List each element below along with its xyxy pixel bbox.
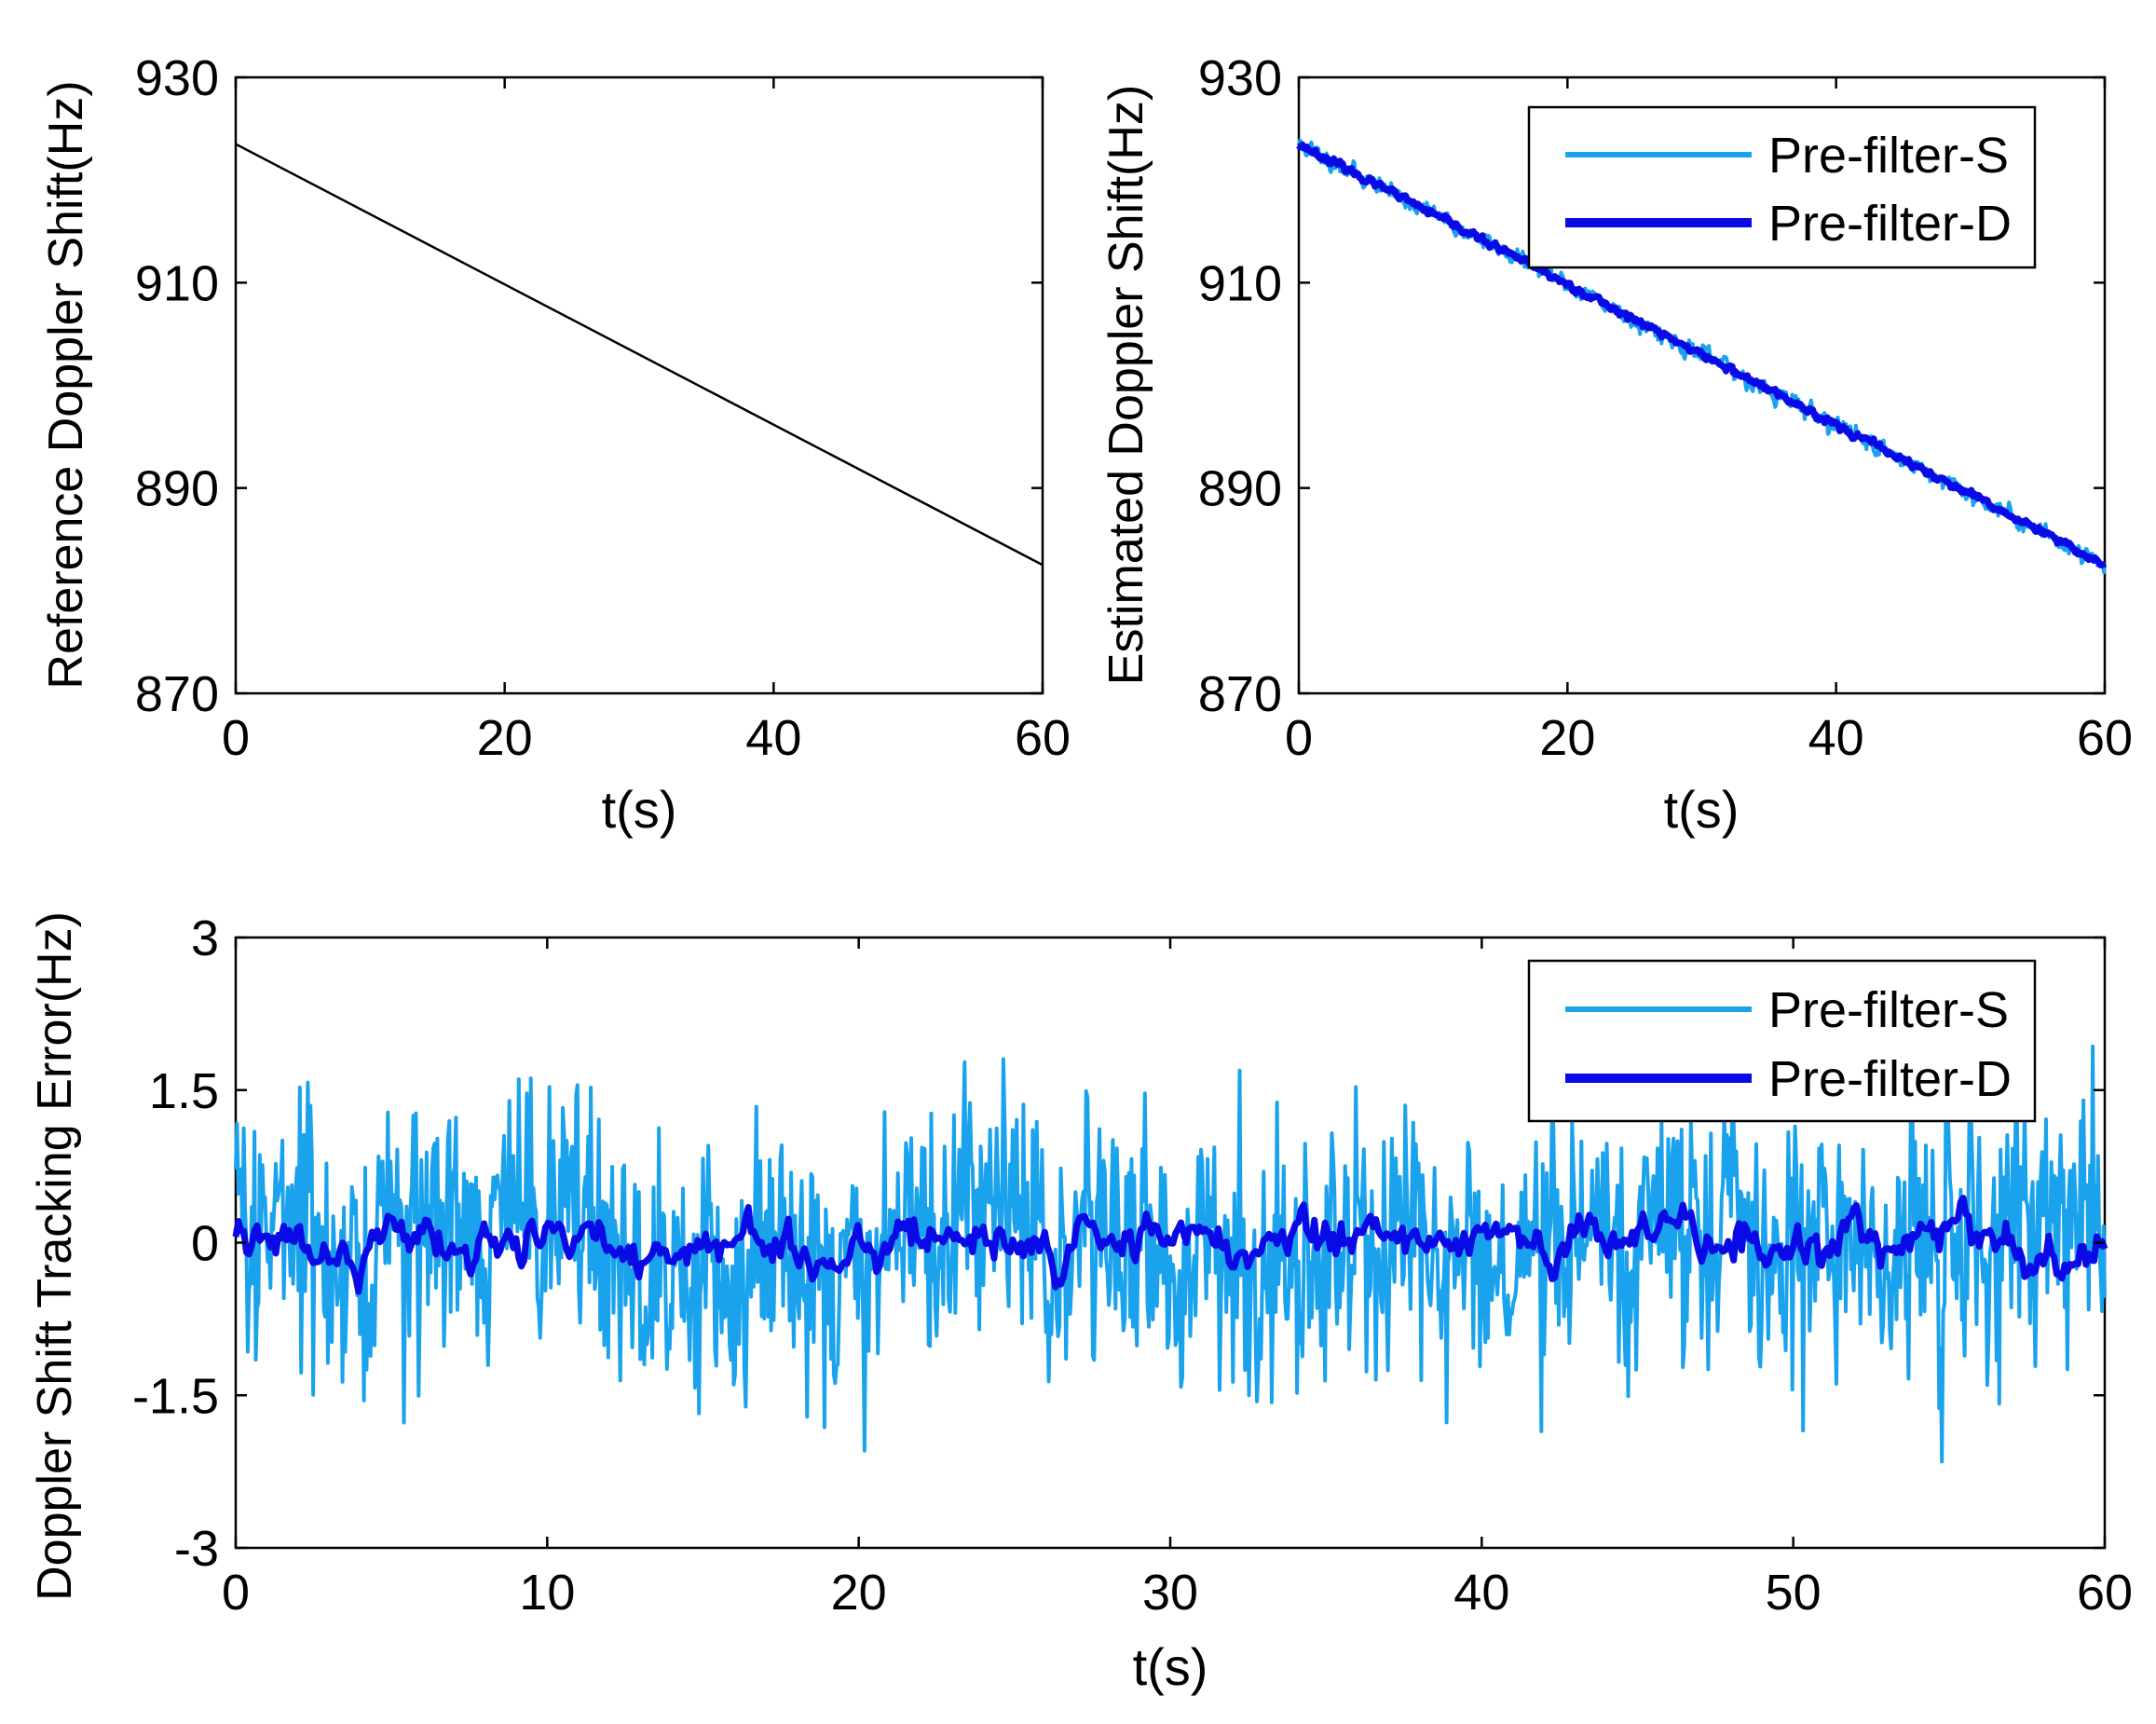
reference-doppler-panel: 0 20 40 60 870 890 910 930 t(s) Reference Doppl… <box>39 50 1071 839</box>
x-tick-label: 30 <box>1142 1565 1198 1621</box>
y-tick-label: 890 <box>135 461 219 517</box>
x-axis-label: t(s) <box>602 780 677 839</box>
x-tick-label: 0 <box>1285 710 1313 766</box>
x-axis-label: t(s) <box>1664 780 1740 839</box>
x-tick-label: 20 <box>477 710 533 766</box>
legend: Pre-filter-S Pre-filter-D <box>1527 959 2037 1123</box>
y-axis-label: Estimated Doppler Shift(Hz) <box>1099 85 1153 685</box>
legend-label-pre-filter-d: Pre-filter-D <box>1768 1051 2012 1107</box>
x-tick-label: 40 <box>1808 710 1864 766</box>
x-tick-label: 40 <box>1453 1565 1509 1621</box>
y-tick-label: 870 <box>1198 666 1282 722</box>
series-layer <box>1296 138 2108 575</box>
x-tick-label: 0 <box>222 710 250 766</box>
series-layer <box>232 1044 2108 1464</box>
tracking-error-panel: 0 10 20 30 40 50 60 -3 -1.5 0 1.5 3 t(s) Doppler Sh… <box>28 910 2133 1696</box>
x-tick-label: 60 <box>2077 1565 2133 1621</box>
y-tick-label: 930 <box>135 50 219 106</box>
series-layer <box>235 143 1044 567</box>
legend-label-pre-filter-s: Pre-filter-S <box>1768 982 2009 1038</box>
axis-ticks: 0 20 40 60 870 890 910 930 <box>1198 50 2133 766</box>
legend-box <box>1527 105 2037 269</box>
series-pre-filter-d-line <box>232 1195 2108 1295</box>
legend-label-pre-filter-s: Pre-filter-S <box>1768 128 2009 184</box>
x-tick-label: 0 <box>222 1565 250 1621</box>
y-tick-label: -1.5 <box>132 1368 219 1424</box>
estimated-doppler-panel: 0 20 40 60 870 890 910 930 t(s) Estimated Doppl… <box>1099 50 2133 839</box>
axis-ticks: 0 10 20 30 40 50 60 -3 -1.5 0 1.5 3 <box>132 910 2133 1621</box>
y-tick-label: 0 <box>191 1216 219 1272</box>
axis-ticks: 0 20 40 60 870 890 910 930 <box>135 50 1071 766</box>
y-tick-label: -3 <box>174 1521 219 1577</box>
y-tick-label: 3 <box>191 910 219 966</box>
x-tick-label: 20 <box>1539 710 1595 766</box>
y-tick-label: 910 <box>135 255 219 311</box>
x-tick-label: 60 <box>1015 710 1071 766</box>
plot-area <box>234 75 1044 695</box>
x-tick-label: 60 <box>2077 710 2133 766</box>
y-tick-label: 1.5 <box>149 1063 219 1119</box>
x-tick-label: 50 <box>1766 1565 1822 1621</box>
series-reference-line <box>235 143 1044 567</box>
legend-label-pre-filter-d: Pre-filter-D <box>1768 196 2012 252</box>
legend-box <box>1527 959 2037 1123</box>
x-axis-label: t(s) <box>1133 1637 1208 1696</box>
x-tick-label: 40 <box>745 710 801 766</box>
y-axis-label: Doppler Shift Tracking Error(Hz) <box>28 911 82 1601</box>
y-tick-label: 930 <box>1198 50 1282 106</box>
x-tick-label: 10 <box>519 1565 575 1621</box>
series-pre-filter-d-line <box>1296 141 2108 568</box>
y-tick-label: 910 <box>1198 255 1282 311</box>
y-tick-label: 870 <box>135 666 219 722</box>
y-axis-label: Reference Doppler Shift(Hz) <box>39 80 93 689</box>
x-tick-label: 20 <box>831 1565 887 1621</box>
legend: Pre-filter-S Pre-filter-D <box>1527 105 2037 269</box>
y-tick-label: 890 <box>1198 461 1282 517</box>
